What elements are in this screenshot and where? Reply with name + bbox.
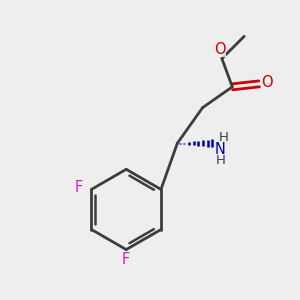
Text: N: N	[215, 142, 226, 158]
Text: H: H	[218, 131, 228, 145]
Text: O: O	[214, 42, 226, 57]
Text: H: H	[215, 154, 225, 167]
Text: O: O	[262, 75, 273, 90]
Text: F: F	[122, 253, 130, 268]
Text: F: F	[75, 180, 83, 195]
